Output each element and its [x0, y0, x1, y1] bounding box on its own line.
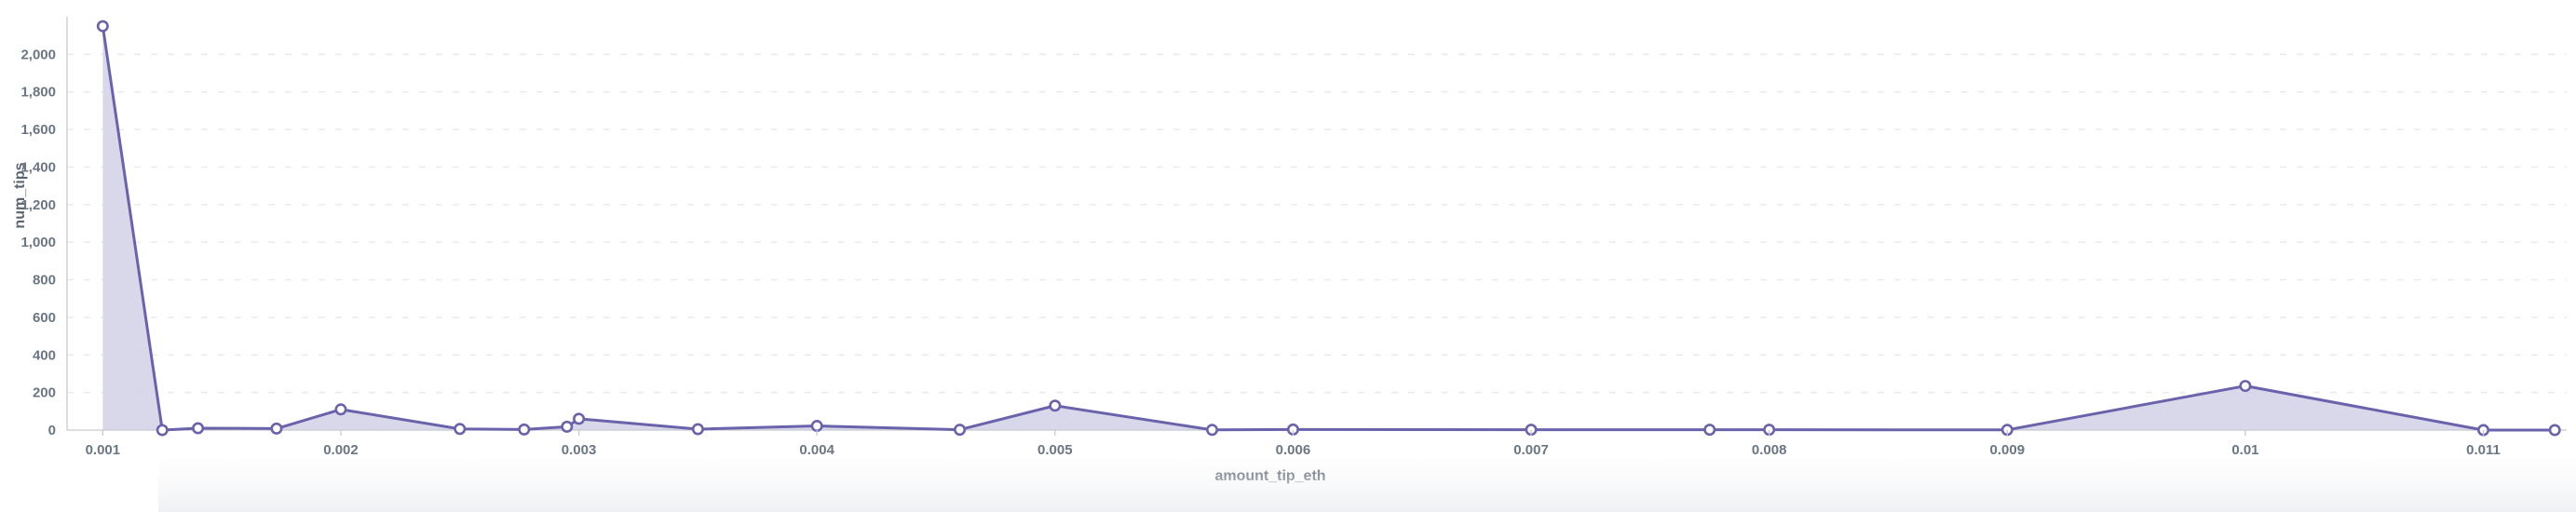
y-axis-tick-label: 1,800 — [20, 85, 56, 101]
y-axis-tick-label: 1,000 — [20, 235, 56, 250]
data-point-marker[interactable] — [954, 424, 967, 437]
y-axis-tick-label: 1,200 — [20, 197, 56, 213]
area-path — [102, 26, 2556, 431]
x-axis-tick-label: 0.005 — [1037, 442, 1073, 458]
x-axis-tick-label: 0.009 — [1990, 442, 2026, 458]
data-point-marker[interactable] — [518, 423, 531, 436]
y-axis-tick-label: 600 — [33, 310, 56, 326]
data-point-marker[interactable] — [1703, 424, 1716, 437]
x-axis-tick-label: 0.006 — [1276, 442, 1311, 458]
x-axis-tick-label: 0.002 — [323, 442, 359, 458]
data-point-marker[interactable] — [1206, 424, 1219, 437]
data-point-marker[interactable] — [561, 420, 574, 433]
x-axis-tick-label: 0.003 — [562, 442, 597, 458]
x-axis-tick-labels: 0.001 0.002 0.003 0.004 0.005 0.006 0.007 0.008… — [86, 430, 2501, 458]
y-axis-tick-label: 0 — [48, 423, 56, 438]
data-point-marker[interactable] — [454, 423, 467, 436]
data-point-marker[interactable] — [156, 424, 169, 437]
series-area-fill — [102, 26, 2556, 431]
x-axis-tick-label: 0.008 — [1752, 442, 1787, 458]
data-point-markers[interactable] — [96, 20, 2561, 437]
line-path — [101, 24, 2556, 432]
data-point-marker[interactable] — [810, 420, 823, 433]
x-axis-tick-label: 0.004 — [799, 442, 834, 458]
y-axis-tick-label: 400 — [33, 347, 56, 363]
data-point-marker[interactable] — [1049, 399, 1062, 412]
y-axis-tick-label: 1,400 — [20, 159, 56, 175]
data-point-marker[interactable] — [96, 20, 109, 33]
x-axis-tick-label: 0.01 — [2231, 442, 2258, 458]
gridlines — [67, 53, 2567, 394]
y-axis-tick-labels: 0 200 400 600 800 1,000 1,200 1,400 1,600 1,800 2,… — [20, 47, 56, 438]
x-axis-tick-label: 0.011 — [2466, 442, 2501, 458]
data-point-marker[interactable] — [334, 403, 347, 416]
y-axis-tick-label: 2,000 — [20, 47, 56, 62]
data-point-marker[interactable] — [691, 423, 704, 436]
series-line — [101, 24, 2556, 432]
data-point-marker[interactable] — [270, 422, 283, 435]
x-axis-tick-label: 0.001 — [86, 442, 121, 458]
y-axis-tick-label: 800 — [33, 273, 56, 289]
x-axis-tick-label: 0.007 — [1513, 442, 1549, 458]
x-axis-title: amount_tip_eth — [1214, 468, 1325, 484]
data-point-marker[interactable] — [2548, 424, 2561, 437]
data-point-marker[interactable] — [192, 422, 205, 435]
y-axis-tick-label: 200 — [33, 385, 56, 401]
data-point-marker[interactable] — [573, 412, 586, 425]
data-point-marker[interactable] — [2239, 380, 2252, 393]
y-axis-tick-label: 1,600 — [20, 122, 56, 138]
y-axis-title: num_tips — [12, 162, 28, 228]
axis-lines — [66, 17, 2567, 431]
